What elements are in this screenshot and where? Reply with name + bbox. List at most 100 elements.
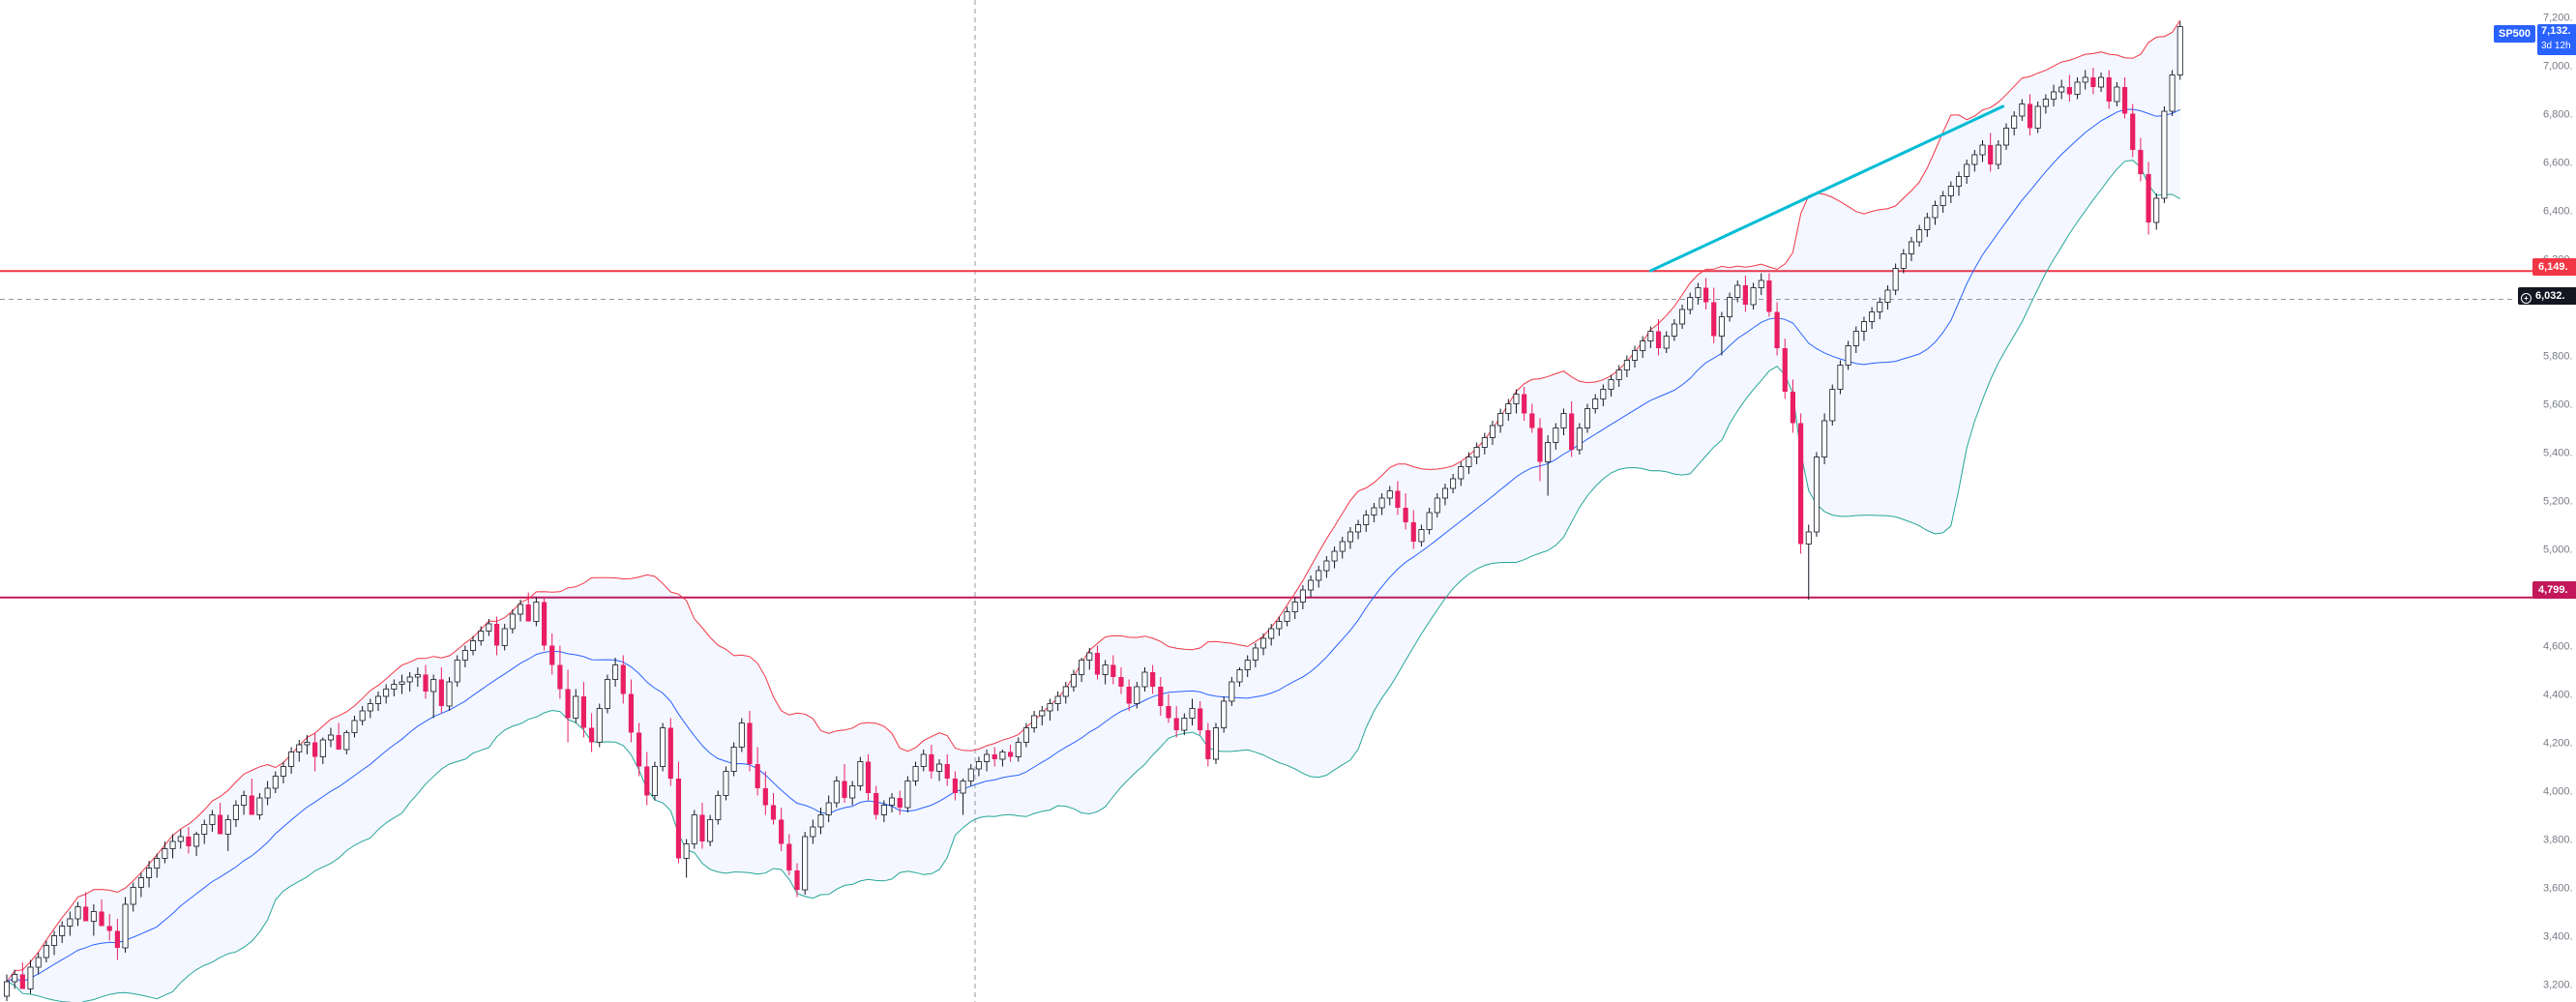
- candle[interactable]: [1529, 403, 1535, 433]
- candle[interactable]: [209, 810, 216, 833]
- candle[interactable]: [272, 771, 279, 794]
- candle[interactable]: [660, 722, 666, 772]
- candle[interactable]: [644, 752, 650, 806]
- candle[interactable]: [1386, 486, 1393, 506]
- candle[interactable]: [1727, 292, 1733, 322]
- candle[interactable]: [1015, 737, 1022, 762]
- candle[interactable]: [122, 897, 129, 954]
- candle[interactable]: [1703, 278, 1709, 310]
- candle[interactable]: [651, 761, 658, 801]
- candle[interactable]: [1141, 667, 1148, 692]
- candle[interactable]: [2019, 99, 2026, 122]
- candle[interactable]: [493, 616, 500, 656]
- candle[interactable]: [873, 785, 879, 820]
- candle[interactable]: [1229, 677, 1235, 706]
- candle[interactable]: [667, 718, 673, 786]
- candle[interactable]: [1031, 711, 1038, 733]
- candle[interactable]: [525, 592, 531, 622]
- candle[interactable]: [1632, 345, 1639, 368]
- candle[interactable]: [1742, 276, 1748, 312]
- candle[interactable]: [842, 764, 847, 803]
- candle[interactable]: [1062, 682, 1069, 704]
- candle[interactable]: [232, 800, 239, 828]
- candle[interactable]: [2146, 162, 2151, 235]
- candle[interactable]: [1615, 365, 1622, 388]
- candle[interactable]: [12, 969, 18, 989]
- candle[interactable]: [423, 664, 429, 699]
- candle[interactable]: [518, 600, 524, 622]
- support-price-tag[interactable]: 4,799.: [2532, 581, 2576, 599]
- candle[interactable]: [2169, 70, 2176, 117]
- candle[interactable]: [406, 672, 413, 692]
- candle[interactable]: [2027, 94, 2033, 136]
- candle[interactable]: [2130, 103, 2136, 158]
- candle[interactable]: [1655, 319, 1662, 356]
- candle[interactable]: [67, 911, 74, 936]
- candle[interactable]: [461, 645, 468, 668]
- candle[interactable]: [675, 761, 682, 864]
- candle[interactable]: [1086, 648, 1093, 670]
- candle[interactable]: [628, 679, 635, 743]
- candle[interactable]: [1600, 384, 1607, 407]
- candle[interactable]: [43, 940, 49, 963]
- candle[interactable]: [936, 759, 943, 781]
- candle[interactable]: [1522, 387, 1527, 421]
- candle[interactable]: [825, 795, 832, 823]
- resistance-price-tag[interactable]: 6,149.: [2532, 258, 2576, 276]
- candle[interactable]: [1679, 305, 1686, 329]
- candle[interactable]: [4, 974, 10, 1002]
- candle[interactable]: [1939, 191, 1946, 214]
- candle[interactable]: [399, 674, 405, 694]
- candle[interactable]: [1695, 282, 1702, 306]
- candle[interactable]: [1110, 655, 1116, 685]
- candle[interactable]: [786, 834, 792, 876]
- candle[interactable]: [1118, 667, 1124, 694]
- candle[interactable]: [857, 756, 864, 791]
- candle[interactable]: [114, 919, 120, 960]
- candle[interactable]: [280, 761, 286, 784]
- candle[interactable]: [810, 819, 816, 844]
- candle[interactable]: [580, 682, 587, 738]
- candle[interactable]: [288, 747, 295, 775]
- candle[interactable]: [1489, 421, 1495, 445]
- candle[interactable]: [1995, 140, 2001, 169]
- candle[interactable]: [1852, 326, 1859, 354]
- candle[interactable]: [2176, 21, 2183, 80]
- candle[interactable]: [747, 711, 753, 772]
- candle[interactable]: [794, 863, 800, 898]
- candle[interactable]: [849, 781, 856, 806]
- candle[interactable]: [1260, 634, 1267, 656]
- candle[interactable]: [779, 808, 785, 851]
- candle[interactable]: [817, 808, 824, 835]
- candle[interactable]: [1560, 408, 1567, 436]
- candle[interactable]: [137, 872, 144, 898]
- candle[interactable]: [738, 718, 745, 752]
- candle[interactable]: [327, 727, 334, 748]
- candle[interactable]: [249, 779, 254, 815]
- candle[interactable]: [707, 814, 714, 847]
- candle[interactable]: [2082, 70, 2088, 90]
- candle[interactable]: [897, 790, 903, 815]
- candle[interactable]: [1450, 474, 1457, 493]
- candle[interactable]: [612, 658, 619, 687]
- candle[interactable]: [541, 597, 548, 651]
- candle[interactable]: [1007, 745, 1014, 762]
- candle[interactable]: [1173, 706, 1179, 738]
- candle[interactable]: [2042, 94, 2049, 114]
- candle[interactable]: [1236, 667, 1243, 687]
- candle[interactable]: [1988, 133, 1994, 172]
- candle[interactable]: [343, 730, 350, 754]
- candle[interactable]: [1047, 698, 1053, 722]
- candle[interactable]: [1821, 413, 1828, 465]
- candle[interactable]: [1718, 311, 1725, 356]
- candle[interactable]: [430, 674, 437, 719]
- candle[interactable]: [533, 597, 540, 627]
- candle[interactable]: [336, 722, 341, 751]
- candle[interactable]: [509, 609, 516, 634]
- candle[interactable]: [573, 689, 579, 723]
- candle[interactable]: [501, 624, 508, 651]
- candle[interactable]: [478, 626, 485, 646]
- candle[interactable]: [1687, 292, 1694, 315]
- candle[interactable]: [319, 737, 326, 765]
- candle[interactable]: [1316, 566, 1322, 588]
